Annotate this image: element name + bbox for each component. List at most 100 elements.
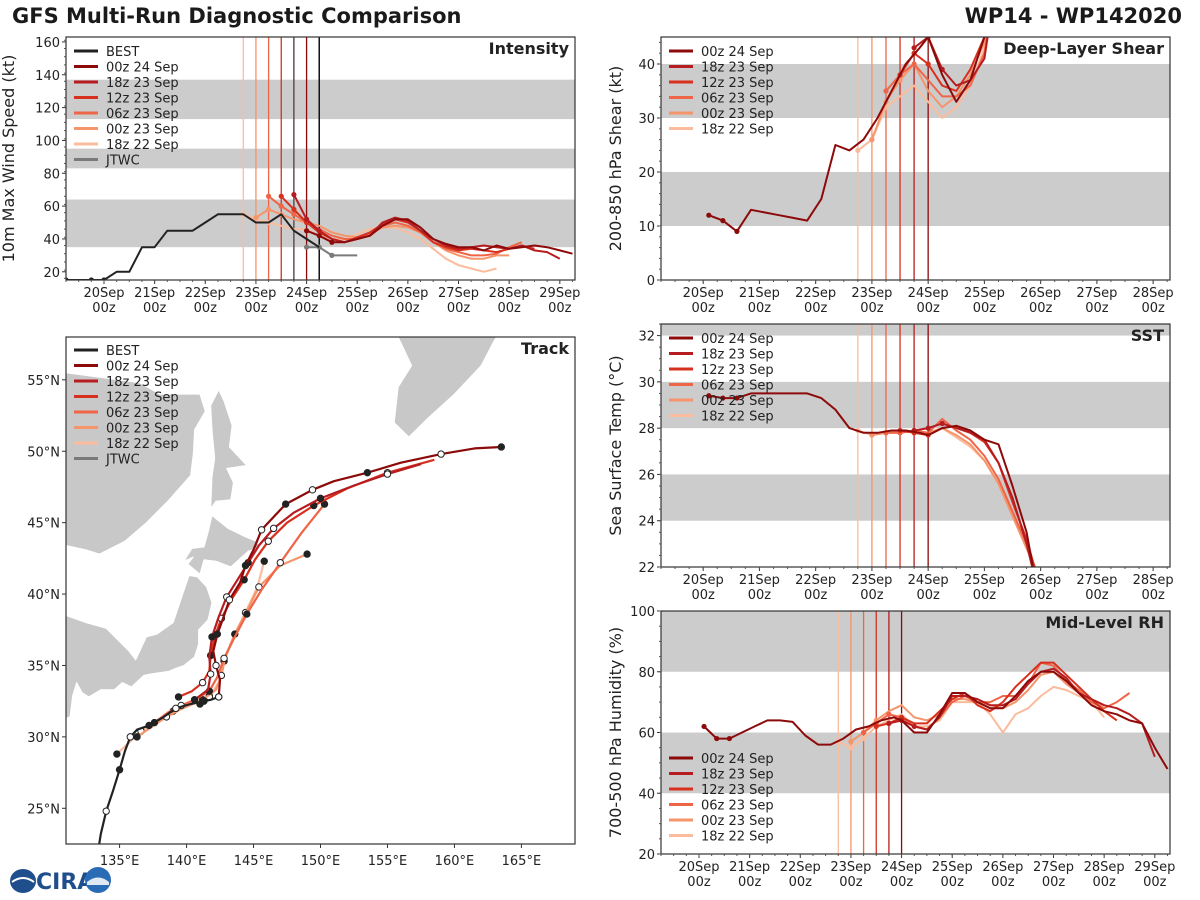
shear-ytick-label: 0 — [647, 274, 655, 289]
rh-point — [701, 723, 707, 730]
sst-legend-label: 06z 23 Sep — [701, 379, 774, 394]
rh-point — [860, 729, 867, 736]
track-panel: 135°E 140°E 145°E 150°E 155°E 160°E 165°E 25°N 3… — [27, 336, 576, 869]
intensity-point — [316, 233, 322, 239]
intensity-point — [316, 228, 322, 234]
track-legend-label: 18z 23 Sep — [106, 375, 179, 390]
rh-ytick-label: 80 — [638, 666, 655, 681]
intensity-ylabel: 10m Max Wind Speed (kt) — [0, 55, 18, 263]
intensity-point — [329, 252, 335, 258]
sst-ytick-label: 26 — [638, 468, 655, 483]
track-point — [212, 661, 220, 670]
track-point — [264, 537, 272, 545]
track-xtick-label: 150°E — [301, 854, 341, 869]
track-xtick-label: 165°E — [502, 854, 542, 869]
track-point — [241, 561, 250, 570]
shear-point — [720, 218, 726, 224]
shear-xtick-hour: 00z — [804, 301, 828, 316]
track-point — [133, 733, 141, 741]
rh-xtick-day: 22Sep — [780, 860, 821, 875]
sst-legend-label: 18z 23 Sep — [701, 348, 774, 363]
intensity-legend-label: 12z 23 Sep — [106, 92, 179, 107]
track-legend-label: 12z 23 Sep — [106, 391, 179, 406]
rh-point — [886, 720, 892, 726]
rh-xtick-hour: 00z — [687, 875, 711, 890]
rh-ytick-label: 20 — [638, 848, 655, 863]
sst-xtick-hour: 00z — [1029, 588, 1053, 603]
track-series-12z-23-sep — [178, 458, 435, 698]
track-point — [316, 494, 325, 503]
track-legend-label: 00z 24 Sep — [106, 360, 179, 375]
rh-xtick-day: 28Sep — [1084, 860, 1125, 875]
sst-xtick-hour: 00z — [804, 588, 828, 603]
track-point — [220, 654, 228, 663]
sst-series-00z-24-sep — [708, 392, 1034, 567]
sst-xtick-hour: 00z — [691, 588, 715, 603]
intensity-xtick-hour: 00z — [396, 301, 420, 316]
shear-xtick-day: 20Sep — [683, 286, 724, 301]
track-point — [281, 500, 290, 508]
track-point — [215, 693, 223, 701]
track-ytick-label: 25°N — [27, 802, 60, 817]
shear-point — [883, 88, 889, 94]
track-plot-area — [66, 337, 506, 844]
shear-xtick-day: 22Sep — [795, 286, 836, 301]
shear-legend-label: 00z 24 Sep — [701, 45, 774, 60]
shear-series-00z-24-sep — [708, 37, 986, 233]
shear-series-18z-23-sep — [913, 37, 989, 87]
rh-xtick-day: 20Sep — [678, 860, 719, 875]
sst-frame — [660, 323, 1171, 568]
intensity-xtick-day: 27Sep — [438, 286, 479, 301]
sst-point — [925, 425, 931, 431]
track-ytick-label: 35°N — [27, 659, 60, 674]
track-title: Track — [521, 339, 569, 358]
rh-xtick-hour: 00z — [839, 875, 863, 890]
track-point — [126, 733, 134, 741]
intensity-band-1 — [66, 148, 575, 169]
sst-ylabel: Sea Surface Temp (°C) — [606, 355, 625, 535]
intensity-point — [303, 244, 310, 250]
rh-xtick-day: 25Sep — [932, 860, 973, 875]
track-point — [102, 807, 110, 815]
track-land-0 — [66, 574, 213, 719]
intensity-series-00z-23-sep — [255, 208, 510, 260]
sst-panel: 22242628303220Sep00z21Sep00z22Sep00z23Se… — [606, 323, 1174, 603]
intensity-ytick-label: 140 — [35, 69, 60, 84]
shear-xtick-hour: 00z — [916, 301, 940, 316]
shear-point — [855, 147, 861, 153]
sst-ytick-label: 22 — [638, 561, 655, 576]
shear-xtick-hour: 00z — [1141, 301, 1165, 316]
sst-xtick-day: 23Sep — [851, 573, 892, 588]
shear-xtick-day: 26Sep — [1020, 286, 1061, 301]
intensity-xtick-day: 29Sep — [539, 286, 580, 301]
intensity-ytick-label: 120 — [35, 102, 60, 117]
intensity-point — [291, 192, 297, 198]
track-ytick-label: 30°N — [27, 731, 60, 746]
rh-xtick-hour: 00z — [890, 875, 914, 890]
intensity-point — [265, 193, 272, 199]
intensity-xtick-hour: 00z — [143, 301, 167, 316]
sst-xtick-day: 24Sep — [908, 573, 949, 588]
shear-legend-label: 06z 23 Sep — [701, 92, 774, 107]
rh-ytick-label: 60 — [638, 727, 655, 742]
sst-xtick-day: 22Sep — [795, 573, 836, 588]
shear-xtick-day: 27Sep — [1076, 286, 1117, 301]
track-series-best — [98, 695, 220, 844]
rh-series-12z-23-sep — [875, 661, 1118, 728]
rh-xtick-hour: 00z — [1143, 875, 1167, 890]
intensity-point — [253, 215, 259, 221]
sst-ytick-label: 30 — [638, 376, 655, 391]
rh-legend-label: 00z 24 Sep — [701, 752, 774, 767]
track-land-2 — [210, 388, 248, 511]
intensity-point — [303, 228, 310, 234]
track-point — [113, 750, 121, 758]
intensity-point — [66, 277, 69, 280]
intensity-plot-area — [66, 37, 575, 280]
intensity-point — [291, 206, 297, 212]
intensity-xtick-day: 25Sep — [337, 286, 378, 301]
track-xtick-label: 160°E — [435, 854, 475, 869]
track-point — [145, 721, 153, 730]
rh-point — [848, 745, 854, 751]
track-land-1 — [182, 514, 261, 575]
sst-point — [939, 420, 945, 427]
